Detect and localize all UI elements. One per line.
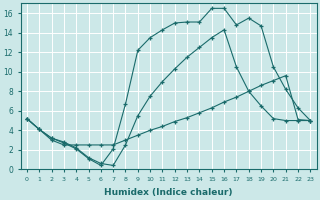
X-axis label: Humidex (Indice chaleur): Humidex (Indice chaleur) [104,188,233,197]
